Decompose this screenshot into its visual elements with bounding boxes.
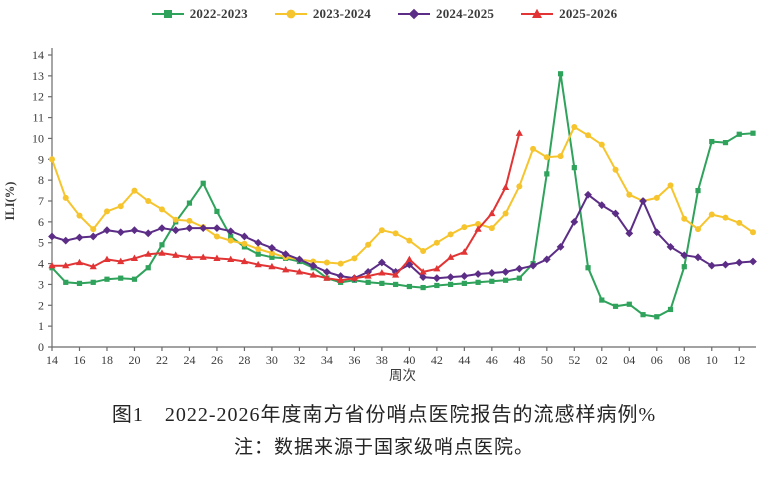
series-2025-2026 [48, 129, 523, 283]
series-2022-2023 [49, 71, 756, 320]
svg-text:26: 26 [211, 353, 223, 367]
svg-text:02: 02 [596, 353, 608, 367]
svg-text:42: 42 [431, 353, 443, 367]
svg-text:32: 32 [293, 353, 305, 367]
svg-text:18: 18 [101, 353, 113, 367]
svg-text:14: 14 [32, 48, 44, 62]
legend-label: 2024-2025 [436, 6, 495, 21]
legend-item-2023-2024: 2023-2024 [274, 6, 371, 22]
legend-circle-marker-icon [274, 9, 307, 19]
svg-text:7: 7 [38, 194, 44, 208]
x-axis-title: 周次 [389, 368, 416, 383]
svg-text:6: 6 [38, 215, 44, 229]
chart-legend: 2022-2023 2023-2024 2024-2025 2025-2026 [0, 6, 768, 22]
svg-text:11: 11 [32, 111, 44, 125]
svg-text:48: 48 [513, 353, 525, 367]
svg-text:46: 46 [486, 353, 498, 367]
svg-text:08: 08 [678, 353, 690, 367]
svg-text:14: 14 [46, 353, 58, 367]
figure-caption: 图1 2022-2026年度南方省份哨点医院报告的流感样病例% [111, 404, 657, 426]
svg-text:36: 36 [348, 353, 360, 367]
svg-text:8: 8 [38, 173, 44, 187]
svg-text:10: 10 [706, 353, 718, 367]
svg-text:4: 4 [38, 257, 44, 271]
svg-text:5: 5 [38, 236, 44, 250]
svg-text:22: 22 [156, 353, 168, 367]
legend-label: 2025-2026 [559, 6, 618, 21]
legend-item-2025-2026: 2025-2026 [520, 6, 617, 22]
x-axis: 14 16 18 20 22 24 26 28 30 32 34 36 38 40 42 44 46 48 50 52… [46, 346, 756, 383]
svg-text:20: 20 [128, 353, 140, 367]
svg-text:04: 04 [623, 353, 635, 367]
svg-text:10: 10 [32, 131, 44, 145]
svg-text:2: 2 [38, 298, 44, 312]
svg-text:9: 9 [38, 152, 44, 166]
svg-text:44: 44 [458, 353, 470, 367]
svg-text:28: 28 [238, 353, 250, 367]
series-2023-2024 [49, 123, 756, 267]
svg-text:38: 38 [376, 353, 388, 367]
legend-item-2024-2025: 2024-2025 [397, 6, 494, 22]
svg-text:30: 30 [266, 353, 278, 367]
svg-text:16: 16 [73, 353, 85, 367]
legend-label: 2022-2023 [189, 6, 248, 21]
svg-text:0: 0 [38, 340, 44, 354]
legend-square-marker-icon [151, 10, 184, 18]
svg-text:1: 1 [38, 319, 44, 333]
y-axis-title: ILI(%) [3, 182, 17, 221]
legend-item-2022-2023: 2022-2023 [151, 6, 248, 22]
svg-text:13: 13 [32, 69, 44, 83]
svg-text:12: 12 [32, 90, 44, 104]
svg-text:06: 06 [651, 353, 663, 367]
legend-diamond-marker-icon [398, 8, 430, 20]
figure-note: 注：数据来源于国家级哨点医院。 [233, 437, 534, 458]
svg-text:40: 40 [403, 353, 415, 367]
svg-text:50: 50 [541, 353, 553, 367]
chart-area: 0 1 2 3 4 5 6 7 8 9 10 11 12 13 14 ILI(%) 14 16 18 20 22 24 26… [3, 48, 757, 383]
legend-triangle-marker-icon [521, 8, 554, 18]
svg-text:34: 34 [321, 353, 333, 367]
svg-text:12: 12 [733, 353, 745, 367]
svg-text:24: 24 [183, 353, 195, 367]
svg-text:3: 3 [38, 277, 44, 291]
legend-label: 2023-2024 [312, 6, 371, 21]
svg-text:52: 52 [568, 353, 580, 367]
